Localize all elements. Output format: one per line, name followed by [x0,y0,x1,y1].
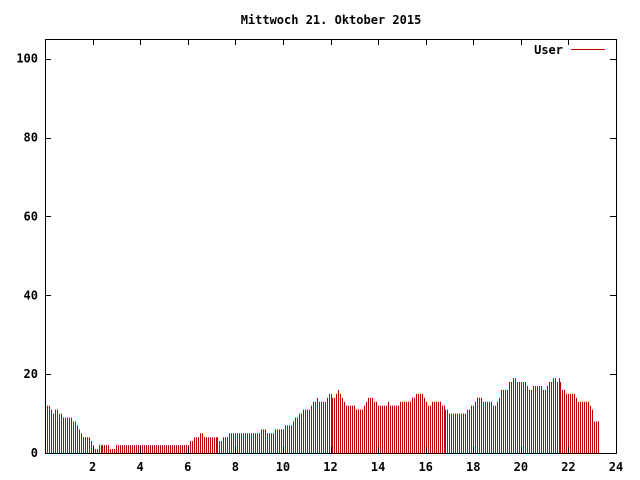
y-tick-label: 40 [24,288,38,302]
y-tick-label: 60 [24,209,38,223]
x-tick-label: 14 [371,460,385,474]
x-tick-label: 8 [232,460,239,474]
x-tick-label: 18 [466,460,480,474]
plot-frame [45,39,617,454]
chart-title: Mittwoch 21. Oktober 2015 [241,13,422,27]
legend: User [534,43,605,57]
y-tick-label: 0 [31,446,38,460]
y-tick-label: 80 [24,131,38,145]
x-tick-label: 6 [184,460,191,474]
y-tick-label: 100 [16,52,38,66]
x-tick-label: 20 [514,460,528,474]
x-tick-label: 10 [276,460,290,474]
x-tick-label: 2 [89,460,96,474]
x-tick-label: 24 [609,460,623,474]
x-tick-label: 4 [137,460,144,474]
x-tick-label: 12 [323,460,337,474]
x-tick-label: 16 [418,460,432,474]
y-tick-label: 20 [24,367,38,381]
legend-label: User [534,43,563,57]
x-tick-label: 22 [561,460,575,474]
bar-series [45,378,599,453]
